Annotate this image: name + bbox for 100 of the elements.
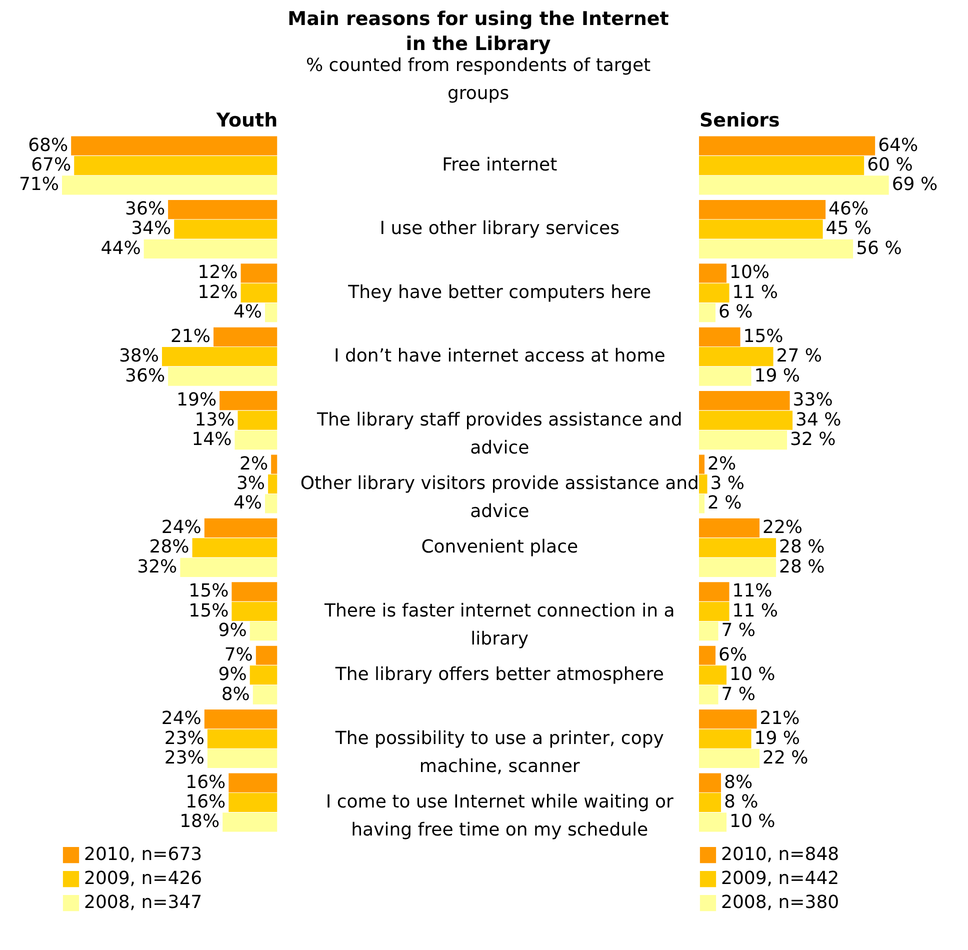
data-label: 23%: [164, 747, 204, 768]
data-label: 3%: [236, 473, 266, 494]
y-tick-label: Free internet: [442, 154, 558, 176]
data-label: 8%: [724, 772, 753, 793]
data-label: 2%: [708, 453, 736, 474]
data-label: 19%: [176, 390, 217, 411]
bar: [699, 200, 826, 220]
data-label: 12%: [198, 262, 238, 284]
bar: [699, 239, 854, 258]
bar: [699, 518, 760, 538]
data-label: 13%: [194, 409, 235, 430]
data-label: 2%: [240, 453, 268, 474]
data-label: 8 %: [724, 791, 758, 812]
bar: [265, 303, 278, 322]
data-label: 16%: [186, 772, 226, 793]
data-label: 24%: [161, 708, 202, 730]
data-label: 4%: [233, 302, 262, 323]
data-label: 69 %: [892, 174, 938, 196]
bar: [699, 347, 774, 366]
bar: [699, 582, 730, 602]
data-label: 14%: [192, 429, 232, 450]
bar: [62, 176, 278, 195]
bar: [240, 264, 278, 283]
legend-label: 2010, n=848: [721, 844, 840, 865]
bar: [699, 454, 704, 474]
bar: [699, 666, 727, 685]
bar: [204, 518, 278, 538]
bar: [214, 327, 278, 346]
data-label: 36%: [125, 198, 166, 220]
bar: [204, 710, 278, 729]
bar: [222, 812, 278, 832]
bar: [699, 283, 730, 302]
bar: [699, 410, 793, 430]
data-label: 11%: [732, 580, 772, 602]
bar: [699, 646, 716, 665]
bar: [220, 391, 278, 410]
data-label: 9%: [218, 620, 247, 642]
data-label: 19 %: [754, 365, 800, 386]
bar: [168, 366, 278, 386]
bar: [699, 710, 757, 729]
data-label: 28 %: [779, 556, 825, 578]
y-tick-label: The library offers better atmosphere: [334, 664, 664, 686]
legend-label: 2008, n=380: [721, 892, 840, 913]
data-label: 71%: [18, 174, 59, 196]
bar: [699, 812, 727, 832]
data-label: 16%: [186, 791, 226, 812]
bar: [71, 136, 278, 156]
bar: [168, 200, 278, 220]
data-label: 22%: [762, 516, 803, 538]
text: Main reasons for using the Internet in the Library: [288, 8, 669, 55]
bar: [699, 685, 718, 704]
bar: [699, 622, 718, 641]
bar: [144, 239, 278, 258]
data-label: 28 %: [779, 536, 825, 558]
data-label: 15%: [743, 326, 784, 347]
data-label: 10 %: [730, 811, 776, 832]
data-label: 21%: [170, 326, 210, 347]
bar: [699, 494, 704, 514]
data-label: 56 %: [856, 238, 902, 259]
data-label: 18%: [180, 811, 220, 832]
data-label: 34 %: [796, 409, 842, 430]
bar: [699, 792, 722, 812]
y-tick-label: I don’t have internet access at home: [334, 346, 666, 367]
data-label: 64%: [878, 134, 918, 156]
data-label: 7 %: [721, 684, 756, 705]
data-label: 46%: [828, 198, 869, 220]
bar: [234, 430, 278, 450]
bar: [192, 538, 278, 558]
bar: [238, 410, 278, 430]
data-label: 27 %: [776, 346, 822, 367]
bar: [699, 430, 788, 450]
bar: [240, 283, 278, 302]
data-label: 32 %: [790, 429, 836, 450]
bar: [268, 474, 278, 494]
data-label: 28%: [149, 536, 190, 558]
bar: [180, 558, 278, 577]
data-label: 8%: [221, 684, 250, 705]
bar: [74, 156, 278, 176]
data-label: 9%: [218, 664, 247, 686]
data-label: 15%: [188, 580, 229, 602]
data-label: 60 %: [867, 154, 913, 176]
data-label: 36%: [125, 365, 166, 386]
bar: [207, 748, 278, 768]
data-label: 12%: [198, 282, 238, 303]
data-label: 7 %: [721, 620, 756, 642]
bar: [699, 391, 790, 410]
data-label: 32%: [137, 556, 178, 578]
y-tick-label: I come to use Internet while waiting or having free time on my schedule: [326, 791, 674, 840]
bar: [699, 264, 727, 283]
data-label: 33%: [792, 390, 833, 411]
data-label: 68%: [28, 134, 68, 156]
bar: [699, 474, 708, 494]
data-label: 4%: [233, 492, 262, 514]
data-label: 24%: [161, 516, 202, 538]
data-label: 21%: [760, 708, 800, 730]
data-label: 23%: [164, 728, 204, 749]
bar: [699, 558, 776, 577]
legend-label: 2009, n=426: [84, 868, 202, 889]
data-label: 6%: [718, 644, 748, 666]
bar: [250, 666, 278, 685]
